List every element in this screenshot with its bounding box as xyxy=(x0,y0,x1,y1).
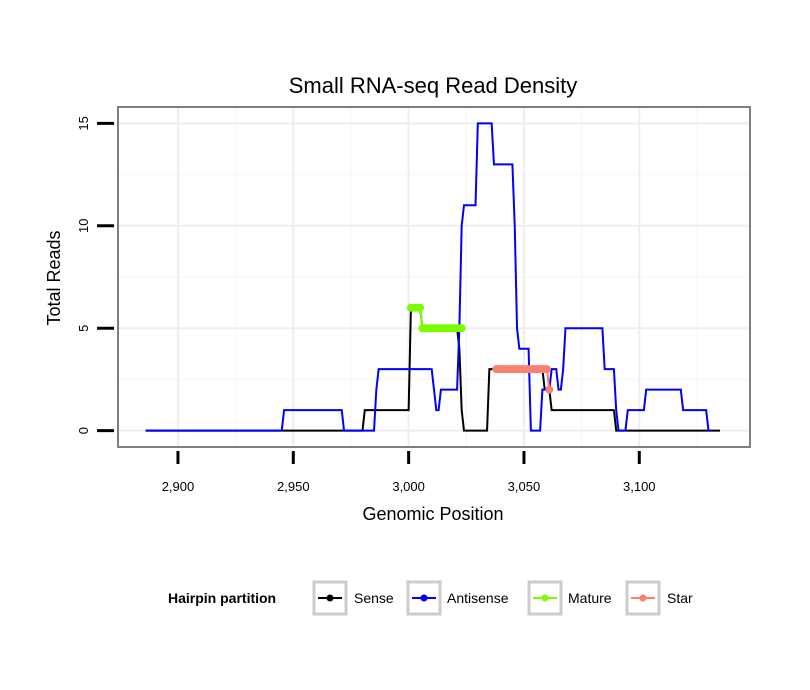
x-tick-label: 3,050 xyxy=(508,479,541,494)
legend-item-mature: Mature xyxy=(527,580,612,616)
legend-label: Sense xyxy=(354,590,394,606)
series-star xyxy=(492,365,554,394)
x-tick-label: 2,900 xyxy=(162,479,195,494)
y-axis-label: Total Reads xyxy=(44,230,64,325)
grid-lines xyxy=(118,107,750,447)
series-line-antisense xyxy=(145,122,711,432)
legend-title: Hairpin partition xyxy=(168,590,276,606)
x-axis-label: Genomic Position xyxy=(362,504,503,524)
legend-key-dot xyxy=(326,594,334,602)
legend-label: Star xyxy=(667,590,693,606)
series-sense xyxy=(145,306,721,432)
legend-item-sense: Sense xyxy=(312,580,394,616)
series-line-sense xyxy=(145,306,721,432)
data-series xyxy=(145,122,721,432)
legend: Hairpin partition Sense Antisense Mature St… xyxy=(168,580,693,616)
y-tick-label: 0 xyxy=(76,427,91,434)
x-tick-label: 2,950 xyxy=(277,479,310,494)
data-point-star xyxy=(543,365,552,374)
y-tick-label: 5 xyxy=(76,325,91,332)
x-tick-label: 3,100 xyxy=(623,479,656,494)
legend-label: Antisense xyxy=(447,590,509,606)
legend-key-dot xyxy=(420,594,428,602)
data-point-mature xyxy=(457,324,466,333)
series-mature xyxy=(406,303,466,333)
chart-title: Small RNA-seq Read Density xyxy=(289,73,578,98)
legend-items: Sense Antisense Mature Star xyxy=(312,580,693,616)
y-tick-label: 10 xyxy=(76,219,91,233)
legend-key-dot xyxy=(541,594,549,602)
y-axis: 0 5 10 15 xyxy=(76,116,114,434)
legend-item-antisense: Antisense xyxy=(406,580,509,616)
legend-item-star: Star xyxy=(625,580,693,616)
series-antisense xyxy=(145,122,711,432)
plot-border xyxy=(117,106,751,448)
legend-label: Mature xyxy=(568,590,612,606)
data-point-mature xyxy=(416,303,425,312)
data-point-star xyxy=(545,385,554,394)
y-tick-label: 15 xyxy=(76,116,91,130)
x-tick-label: 3,000 xyxy=(392,479,425,494)
x-axis: 2,900 2,950 3,000 3,050 3,100 xyxy=(162,451,656,494)
legend-key-dot xyxy=(639,594,647,602)
